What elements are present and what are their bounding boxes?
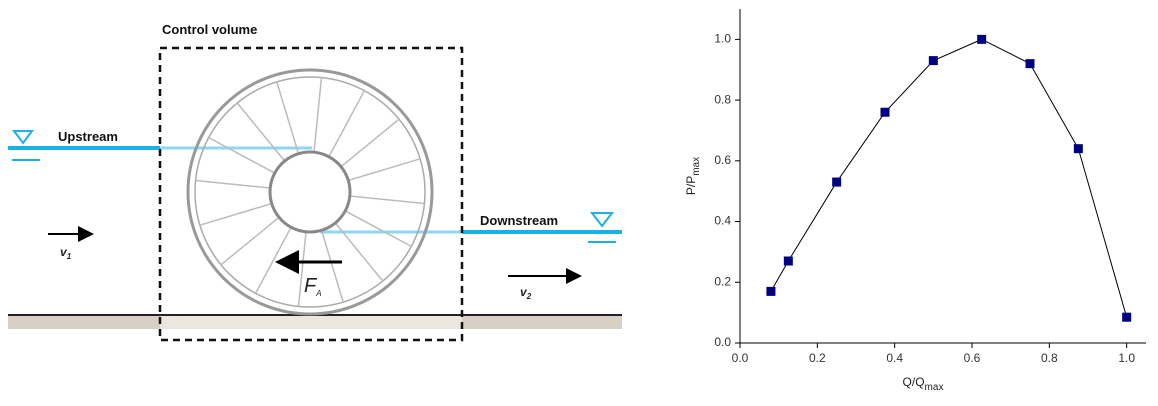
y-tick-label: 0.2 xyxy=(714,274,731,288)
y-tick-label: 1.0 xyxy=(714,32,731,46)
wheel-spoke xyxy=(340,118,400,168)
diagram: Control volume Upstream Downstream v1 v2… xyxy=(8,22,622,342)
marker xyxy=(1025,59,1035,69)
water-wheel xyxy=(186,68,434,316)
marker xyxy=(766,286,776,296)
x-tick-label: 0.6 xyxy=(964,351,981,365)
x-axis-label: Q/Qmax xyxy=(903,375,944,393)
subscript: 2 xyxy=(526,292,532,301)
velocity-label: v2 xyxy=(520,285,532,301)
control-volume-label: Control volume xyxy=(162,22,257,37)
y-tick-label: 0.4 xyxy=(714,214,731,228)
wheel-spoke xyxy=(328,90,366,158)
control-volume-box xyxy=(158,46,464,342)
wheel-spoke xyxy=(348,158,421,182)
wheel-spoke xyxy=(195,179,271,189)
upstream-label: Upstream xyxy=(58,129,118,144)
wheel-spoke xyxy=(320,230,344,303)
marker xyxy=(832,177,842,187)
chart: 0.0 0.2 0.4 0.6 0.8 1.00.00.20.40.60.81.0Q/Qm… xyxy=(684,9,1146,393)
wheel-spoke xyxy=(313,77,323,153)
marker xyxy=(783,256,793,266)
water-level-symbol xyxy=(12,130,34,145)
symbol: F xyxy=(304,275,318,297)
subscript: 1 xyxy=(67,252,72,261)
wheel-spoke xyxy=(199,202,272,226)
wheel-spoke xyxy=(344,210,412,248)
wheel-hub xyxy=(268,150,352,234)
wheel-spoke xyxy=(276,81,300,154)
wheel-spoke xyxy=(208,136,276,174)
y-tick-label: 0.6 xyxy=(714,153,731,167)
x-tick-label: 0.8 xyxy=(1041,351,1058,365)
wheel-spoke xyxy=(254,226,292,294)
wheel-spoke xyxy=(220,216,280,266)
label-subscript: max xyxy=(691,157,702,176)
label-text: Q/Q xyxy=(903,375,925,389)
x-tick-label: 0.2 xyxy=(809,351,826,365)
downstream-label: Downstream xyxy=(480,213,558,228)
x-tick-label: 1.0 xyxy=(1118,351,1135,365)
symbol: v xyxy=(60,245,68,259)
x-tick-label: 0.4 xyxy=(886,351,903,365)
x-tick-label: 0.0 xyxy=(732,351,749,365)
wheel-spoke xyxy=(334,222,384,282)
marker xyxy=(1073,144,1083,154)
wheel-spoke xyxy=(297,231,307,307)
label-subscript: max xyxy=(925,382,944,393)
wheel-outer xyxy=(186,68,434,316)
velocity-label: v1 xyxy=(60,245,72,261)
water-level-symbol xyxy=(589,212,615,228)
marker xyxy=(1122,312,1132,322)
ground-inside xyxy=(160,314,462,329)
label-text: P/P xyxy=(684,176,698,195)
symbol: v xyxy=(520,285,528,299)
wheel-spoke xyxy=(349,195,425,205)
force-label: FA xyxy=(304,275,322,298)
y-tick-label: 0.0 xyxy=(714,335,731,349)
y-axis-label: P/Pmax xyxy=(684,157,702,195)
wheel-spoke xyxy=(236,102,286,162)
y-tick-label: 0.8 xyxy=(714,92,731,106)
wheel-rim xyxy=(194,76,426,308)
marker xyxy=(880,107,890,117)
marker xyxy=(928,56,938,66)
marker xyxy=(977,34,987,44)
subscript: A xyxy=(315,289,321,298)
series-line xyxy=(770,38,1128,318)
